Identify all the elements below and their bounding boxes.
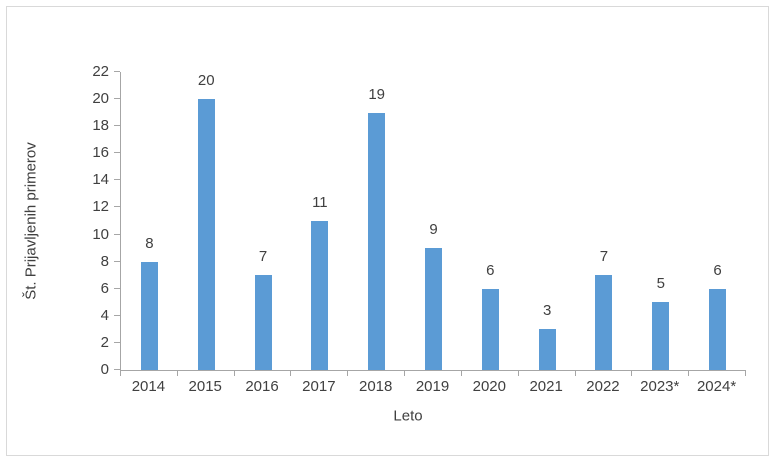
x-tick-mark xyxy=(177,371,178,376)
plot-area: 8 20 7 11 19 9 6 3 7 5 6 xyxy=(120,72,746,371)
y-tick-mark xyxy=(114,233,120,235)
bar xyxy=(481,289,499,370)
y-tick-label: 6 xyxy=(100,279,109,297)
y-tick-label: 20 xyxy=(92,90,109,108)
x-tick-label: 2020 xyxy=(472,378,506,395)
bar xyxy=(425,248,442,370)
x-tick-label: 2021 xyxy=(529,378,563,395)
x-tick-label: 2022 xyxy=(586,378,620,395)
x-axis-title: Leto xyxy=(393,407,423,425)
bar xyxy=(140,262,158,370)
x-tick-label: 2015 xyxy=(188,378,222,395)
y-tick-label: 10 xyxy=(92,225,109,243)
bar xyxy=(709,289,727,370)
y-tick-label: 16 xyxy=(92,144,109,162)
y-tick-label: 4 xyxy=(100,306,109,324)
x-tick-mark xyxy=(347,371,348,376)
y-tick-mark xyxy=(114,152,120,154)
x-tick-label: 2017 xyxy=(302,378,336,395)
x-tick-mark xyxy=(518,371,519,376)
bar-value-label: 7 xyxy=(258,248,268,265)
x-tick-mark xyxy=(688,371,689,376)
bar-value-label: 3 xyxy=(542,302,552,319)
x-tick-mark xyxy=(461,371,462,376)
bar xyxy=(652,302,670,370)
y-tick-label: 2 xyxy=(100,333,109,351)
bar-value-label: 19 xyxy=(368,86,386,103)
bar-value-label: 9 xyxy=(429,221,438,238)
bar xyxy=(197,99,215,370)
x-tick-label: 2018 xyxy=(358,378,393,395)
bar-value-label: 6 xyxy=(486,262,495,279)
x-tick-mark xyxy=(575,371,576,376)
y-tick-mark xyxy=(114,71,120,72)
bar xyxy=(595,275,613,370)
x-tick-label: 2014 xyxy=(131,378,166,395)
bar-value-label: 8 xyxy=(145,235,154,252)
y-tick-label: 18 xyxy=(92,117,109,135)
chart-frame-border xyxy=(6,6,769,456)
y-tick-mark xyxy=(114,287,120,289)
y-tick-label: 22 xyxy=(92,63,109,80)
y-tick-mark xyxy=(114,206,120,208)
x-tick-label: 2019 xyxy=(415,378,450,395)
x-tick-mark xyxy=(290,371,291,376)
x-tick-label: 2023* xyxy=(640,378,680,395)
y-tick-label: 12 xyxy=(92,198,109,216)
y-tick-mark xyxy=(114,314,120,316)
bar xyxy=(538,329,556,370)
y-tick-label: 14 xyxy=(92,171,109,189)
y-tick-mark xyxy=(114,98,120,100)
y-tick-label: 0 xyxy=(100,361,109,378)
y-tick-mark xyxy=(114,260,120,262)
y-tick-mark xyxy=(114,179,120,181)
x-tick-label: 2016 xyxy=(245,378,279,395)
bar-value-label: 20 xyxy=(197,72,215,89)
y-tick-mark xyxy=(114,341,120,343)
x-tick-mark xyxy=(404,371,405,376)
x-tick-mark xyxy=(120,371,121,376)
x-tick-mark xyxy=(745,371,746,376)
x-tick-mark xyxy=(631,371,632,376)
y-tick-mark xyxy=(114,125,120,127)
bar-value-label: 11 xyxy=(312,194,328,211)
bar xyxy=(368,113,386,370)
bar xyxy=(311,221,329,370)
bar-value-label: 6 xyxy=(713,262,722,279)
bar-value-label: 5 xyxy=(656,275,665,292)
bar xyxy=(254,275,272,370)
y-tick-label: 8 xyxy=(100,252,109,270)
y-tick-mark xyxy=(114,369,120,370)
x-tick-label: 2024* xyxy=(696,378,737,395)
bar-value-label: 7 xyxy=(599,248,609,265)
y-axis-title: Št. Prijavljenih primerov xyxy=(22,142,40,300)
x-tick-mark xyxy=(234,371,235,376)
